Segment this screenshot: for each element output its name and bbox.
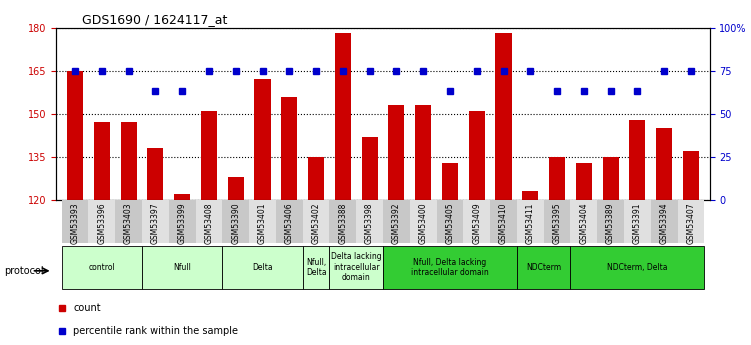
Bar <box>517 200 544 243</box>
Bar <box>115 200 142 243</box>
Bar <box>276 200 303 243</box>
Bar <box>303 200 330 243</box>
Bar <box>330 200 356 243</box>
Bar <box>121 122 137 345</box>
Bar <box>142 246 222 289</box>
Text: GSM53392: GSM53392 <box>392 202 401 244</box>
Text: Nfull,
Delta: Nfull, Delta <box>306 258 327 277</box>
Text: GSM53388: GSM53388 <box>339 202 348 244</box>
Bar <box>383 200 410 243</box>
Text: GSM53399: GSM53399 <box>178 202 187 244</box>
Text: GSM53396: GSM53396 <box>98 202 107 244</box>
Bar <box>602 157 619 345</box>
Bar <box>442 163 458 345</box>
Bar <box>571 200 597 243</box>
Bar <box>67 71 83 345</box>
Bar <box>303 246 330 289</box>
Bar <box>629 120 645 345</box>
Bar <box>388 105 405 345</box>
Text: NDCterm, Delta: NDCterm, Delta <box>607 263 668 272</box>
Bar <box>624 200 651 243</box>
Bar <box>436 200 463 243</box>
Text: GSM53395: GSM53395 <box>553 202 562 244</box>
Bar <box>463 200 490 243</box>
Bar <box>677 200 704 243</box>
Text: GSM53406: GSM53406 <box>285 202 294 244</box>
Text: control: control <box>89 263 115 272</box>
Bar <box>147 148 164 345</box>
Text: GSM53400: GSM53400 <box>418 202 427 244</box>
Bar <box>94 122 110 345</box>
Text: GSM53391: GSM53391 <box>633 202 642 244</box>
Bar <box>89 200 115 243</box>
Bar <box>169 200 195 243</box>
Bar <box>683 151 699 345</box>
Bar <box>383 246 517 289</box>
Text: GSM53402: GSM53402 <box>312 202 321 244</box>
Bar <box>496 33 511 345</box>
Text: Nfull: Nfull <box>173 263 191 272</box>
Text: percentile rank within the sample: percentile rank within the sample <box>74 326 239 335</box>
Bar <box>517 246 571 289</box>
Bar <box>308 157 324 345</box>
Text: GSM53401: GSM53401 <box>258 202 267 244</box>
Bar <box>222 200 249 243</box>
Text: GSM53394: GSM53394 <box>659 202 668 244</box>
Bar <box>222 246 303 289</box>
Text: GSM53408: GSM53408 <box>204 202 213 244</box>
Bar <box>201 111 217 345</box>
Bar <box>651 200 677 243</box>
Bar <box>195 200 222 243</box>
Text: GSM53390: GSM53390 <box>231 202 240 244</box>
Text: GSM53389: GSM53389 <box>606 202 615 244</box>
Text: GSM53404: GSM53404 <box>579 202 588 244</box>
Bar <box>335 33 351 345</box>
Bar <box>469 111 484 345</box>
Bar <box>576 163 592 345</box>
Bar <box>571 246 704 289</box>
Text: GSM53407: GSM53407 <box>686 202 695 244</box>
Text: GSM53398: GSM53398 <box>365 202 374 244</box>
Text: Delta lacking
intracellular
domain: Delta lacking intracellular domain <box>331 253 382 282</box>
Bar <box>356 200 383 243</box>
Bar <box>330 246 383 289</box>
Bar <box>174 194 190 345</box>
Text: count: count <box>74 303 101 313</box>
Text: protocol: protocol <box>4 266 44 276</box>
Bar <box>549 157 565 345</box>
Bar <box>255 79 270 345</box>
Text: GSM53393: GSM53393 <box>71 202 80 244</box>
Bar <box>544 200 571 243</box>
Bar <box>597 200 624 243</box>
Bar <box>522 191 538 345</box>
Text: GSM53405: GSM53405 <box>445 202 454 244</box>
Bar <box>415 105 431 345</box>
Text: NDCterm: NDCterm <box>526 263 561 272</box>
Text: GSM53403: GSM53403 <box>124 202 133 244</box>
Bar <box>142 200 169 243</box>
Bar <box>282 97 297 345</box>
Text: Nfull, Delta lacking
intracellular domain: Nfull, Delta lacking intracellular domai… <box>411 258 489 277</box>
Bar <box>62 246 142 289</box>
Bar <box>62 200 89 243</box>
Bar <box>361 137 378 345</box>
Bar <box>656 128 672 345</box>
Text: GSM53410: GSM53410 <box>499 202 508 244</box>
Bar <box>410 200 436 243</box>
Text: GSM53397: GSM53397 <box>151 202 160 244</box>
Text: GSM53409: GSM53409 <box>472 202 481 244</box>
Text: GDS1690 / 1624117_at: GDS1690 / 1624117_at <box>83 13 228 27</box>
Bar <box>249 200 276 243</box>
Text: GSM53411: GSM53411 <box>526 202 535 244</box>
Bar <box>228 177 244 345</box>
Bar <box>490 200 517 243</box>
Text: Delta: Delta <box>252 263 273 272</box>
